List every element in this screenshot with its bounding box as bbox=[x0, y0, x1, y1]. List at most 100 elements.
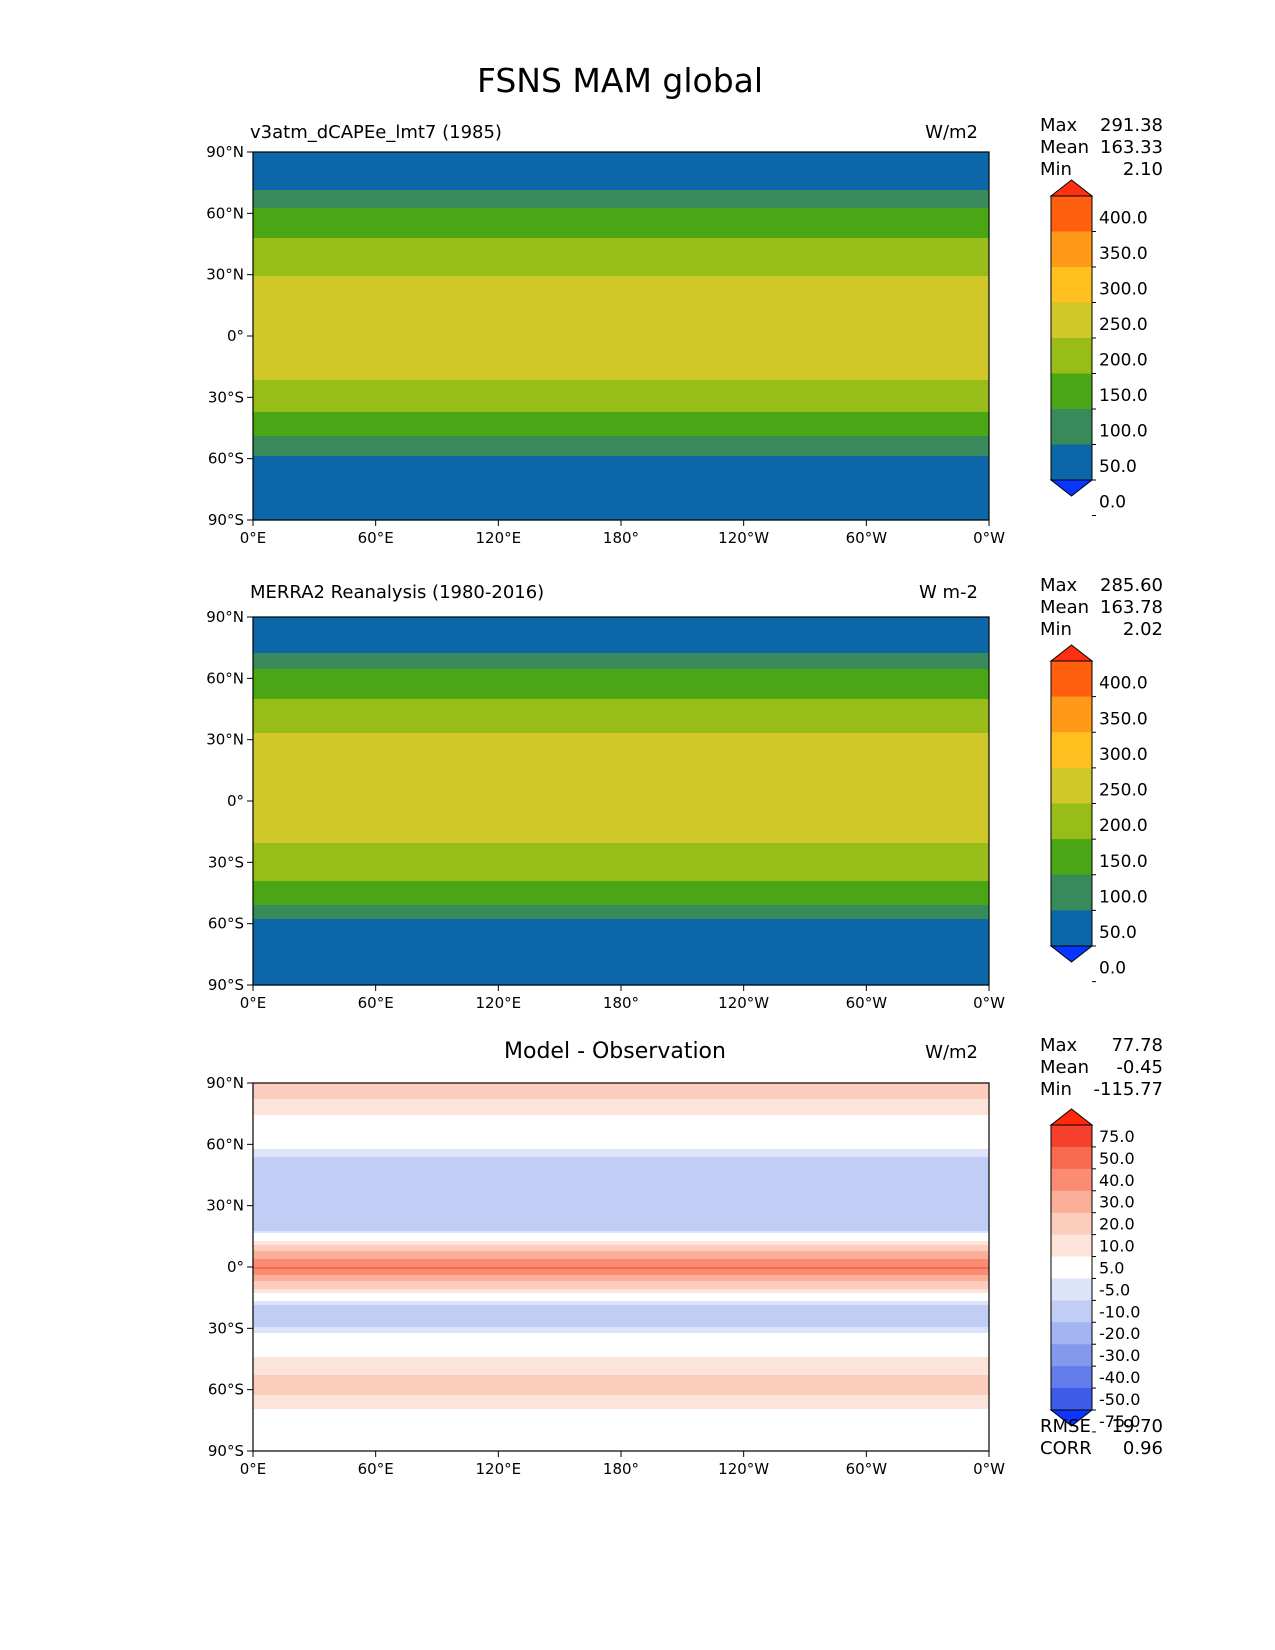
panel-2-stats: Max 285.60 Mean 163.78 Min 2.02 bbox=[1040, 575, 1163, 640]
field-band bbox=[253, 827, 989, 830]
field-band bbox=[253, 472, 989, 475]
field-band bbox=[253, 893, 989, 896]
y-tick-label: 90°N bbox=[206, 143, 244, 161]
field-band bbox=[253, 280, 989, 283]
field-band bbox=[253, 1105, 989, 1108]
field-band bbox=[253, 1319, 989, 1322]
field-band bbox=[253, 795, 989, 798]
field-band bbox=[253, 1219, 989, 1222]
field-band bbox=[253, 789, 989, 792]
field-band bbox=[253, 623, 989, 626]
field-band bbox=[253, 250, 989, 253]
field-band bbox=[253, 478, 989, 481]
field-band bbox=[253, 703, 989, 706]
field-band bbox=[253, 458, 989, 461]
field-band bbox=[253, 228, 989, 231]
field-band bbox=[253, 743, 989, 746]
field-band bbox=[253, 492, 989, 495]
field-band bbox=[253, 1191, 989, 1194]
field-band bbox=[253, 448, 989, 451]
field-band bbox=[253, 176, 989, 179]
field-band bbox=[253, 390, 989, 393]
field-band bbox=[253, 158, 989, 161]
field-band bbox=[253, 304, 989, 307]
field-band bbox=[253, 925, 989, 928]
colorbar-segment bbox=[1051, 910, 1092, 947]
field-band bbox=[253, 310, 989, 313]
field-band bbox=[253, 1289, 989, 1292]
field-band bbox=[253, 1099, 989, 1102]
stat-min-value: 2.10 bbox=[1123, 159, 1163, 180]
panel-2-units: W m-2 bbox=[919, 582, 978, 603]
field-band bbox=[253, 715, 989, 718]
field-band bbox=[253, 779, 989, 782]
field-band bbox=[253, 258, 989, 261]
field-band bbox=[253, 887, 989, 890]
field-band bbox=[253, 857, 989, 860]
field-band bbox=[253, 1097, 989, 1100]
field-band bbox=[253, 849, 989, 852]
field-band bbox=[253, 410, 989, 413]
map-panel-2 bbox=[253, 617, 989, 986]
field-band bbox=[253, 917, 989, 920]
colorbar-segment bbox=[1051, 1190, 1092, 1214]
x-tick-label: 120°E bbox=[476, 529, 522, 547]
y-tick-label: 30°N bbox=[206, 1197, 244, 1215]
panel-1-title: v3atm_dCAPEe_lmt7 (1985) bbox=[250, 122, 502, 143]
rmse-label: RMSE bbox=[1040, 1416, 1091, 1437]
field-band bbox=[253, 398, 989, 401]
field-band bbox=[253, 186, 989, 189]
colorbar-label: -10.0 bbox=[1099, 1302, 1140, 1321]
field-band bbox=[253, 260, 989, 263]
field-band bbox=[253, 328, 989, 331]
field-band bbox=[253, 432, 989, 435]
field-band bbox=[253, 1225, 989, 1228]
field-band bbox=[253, 208, 989, 211]
field-band bbox=[253, 1273, 989, 1276]
field-band bbox=[253, 188, 989, 191]
stat-mean-value: -0.45 bbox=[1116, 1057, 1163, 1078]
x-tick-label: 120°W bbox=[718, 1460, 769, 1478]
field-band bbox=[253, 889, 989, 892]
field-band bbox=[253, 1385, 989, 1388]
colorbar-label: 250.0 bbox=[1099, 781, 1148, 801]
field-band bbox=[253, 184, 989, 187]
field-band bbox=[253, 945, 989, 948]
colorbar-label: -40.0 bbox=[1099, 1368, 1140, 1387]
field-band bbox=[253, 482, 989, 485]
field-band bbox=[253, 669, 989, 672]
field-band bbox=[253, 474, 989, 477]
field-band bbox=[253, 470, 989, 473]
panel-3: Model - Observation W/m2 0°E 60°E 120°E 180… bbox=[206, 1035, 1163, 1478]
field-band bbox=[253, 1325, 989, 1328]
field-band bbox=[253, 641, 989, 644]
field-band bbox=[253, 719, 989, 722]
field-band bbox=[253, 921, 989, 924]
field-band bbox=[253, 969, 989, 972]
field-band bbox=[253, 903, 989, 906]
field-band bbox=[253, 170, 989, 173]
field-band bbox=[253, 1173, 989, 1176]
field-band bbox=[253, 713, 989, 716]
field-band bbox=[253, 274, 989, 277]
field-band bbox=[253, 1229, 989, 1232]
field-band bbox=[253, 1283, 989, 1286]
field-band bbox=[253, 979, 989, 982]
field-band bbox=[253, 214, 989, 217]
colorbar-segment bbox=[1051, 1256, 1092, 1279]
field-band bbox=[253, 1263, 989, 1266]
x-tick-label: 180° bbox=[603, 994, 639, 1012]
field-band bbox=[253, 1311, 989, 1314]
field-band bbox=[253, 837, 989, 840]
field-band bbox=[253, 1237, 989, 1240]
field-band bbox=[253, 370, 989, 373]
colorbar-segment bbox=[1051, 267, 1092, 303]
field-band bbox=[253, 967, 989, 970]
field-band bbox=[253, 1247, 989, 1250]
panel-3-stats: Max 77.78 Mean -0.45 Min -115.77 bbox=[1040, 1035, 1163, 1100]
field-band bbox=[253, 1281, 989, 1284]
x-tick-label: 120°W bbox=[718, 529, 769, 547]
field-band bbox=[253, 266, 989, 269]
colorbar-label: 350.0 bbox=[1099, 244, 1148, 264]
field-band bbox=[253, 867, 989, 870]
